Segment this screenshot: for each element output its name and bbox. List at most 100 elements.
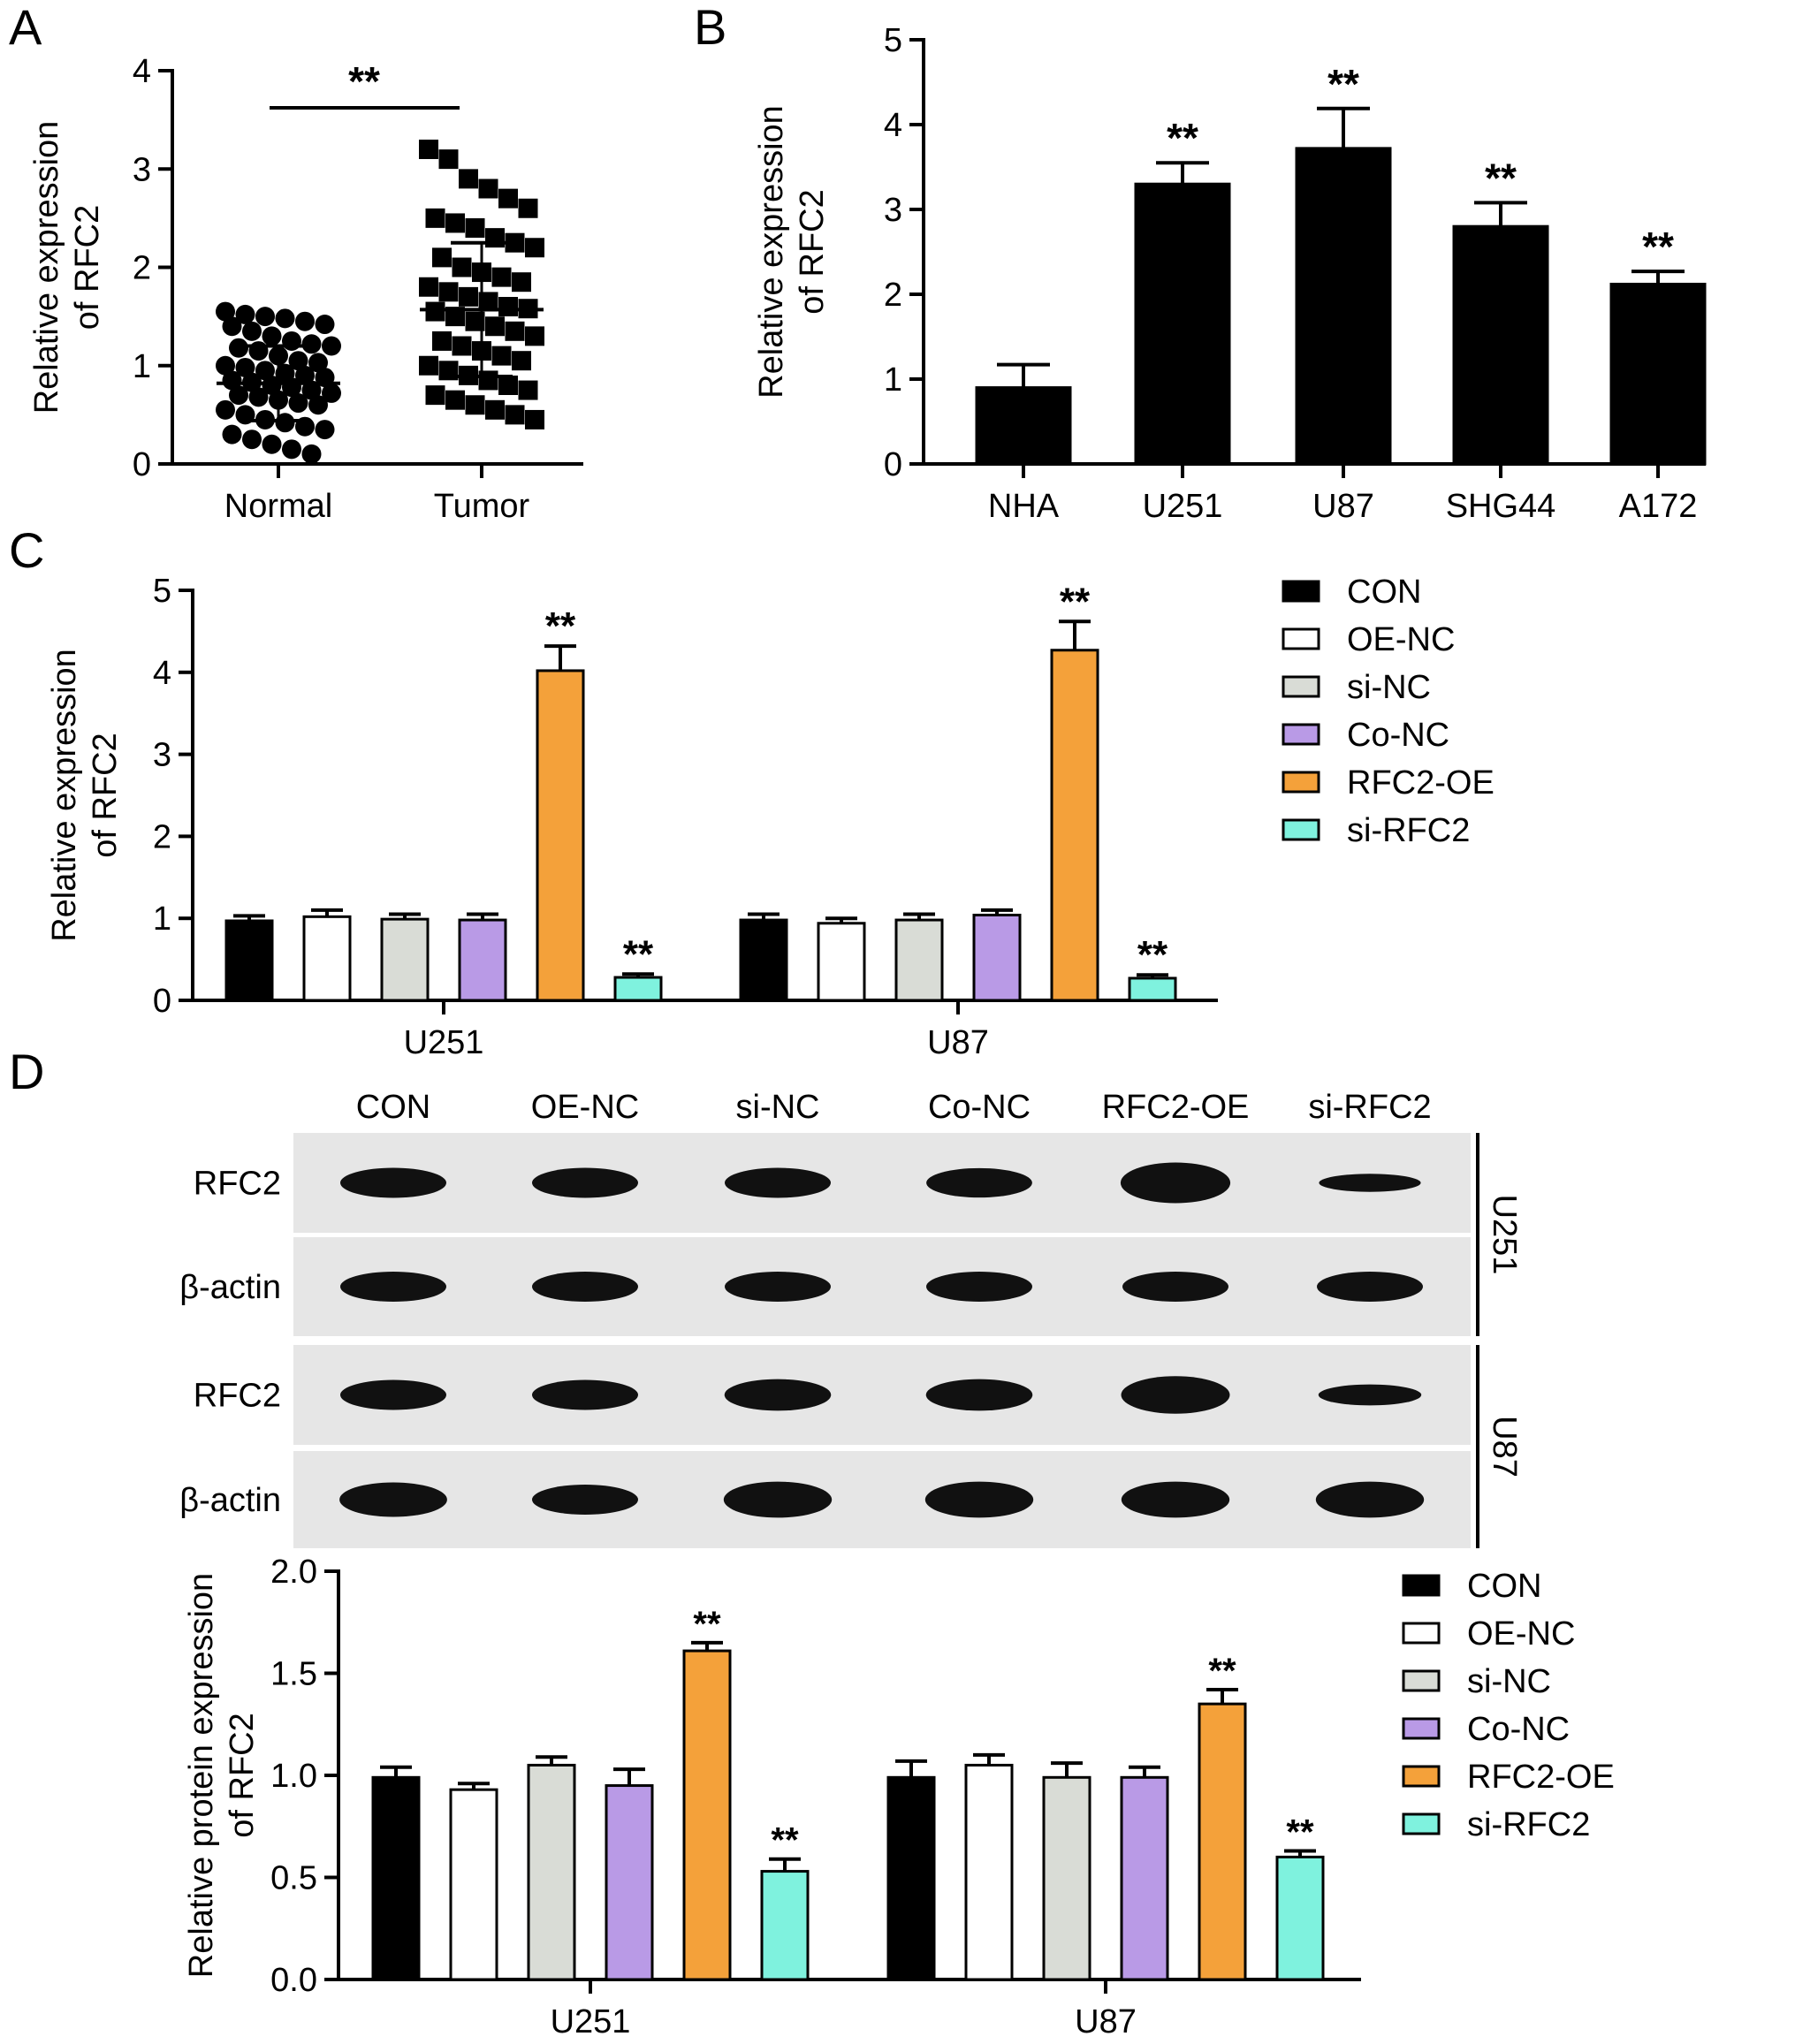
y-tick-label: 0 xyxy=(153,983,171,1020)
y-tick-label: 2.0 xyxy=(270,1554,317,1591)
data-point xyxy=(478,292,498,312)
y-axis-label: Relative expression xyxy=(753,105,790,399)
blot-band xyxy=(925,1379,1033,1411)
data-point xyxy=(222,370,242,391)
data-point xyxy=(282,439,301,460)
y-tick-label: 5 xyxy=(153,573,171,610)
legend-swatch-Co-NC xyxy=(1402,1717,1441,1740)
data-point xyxy=(308,353,328,373)
data-point xyxy=(216,301,235,322)
data-point xyxy=(295,365,315,385)
panel-label-c: C xyxy=(9,522,44,578)
blot-strip xyxy=(293,1237,1471,1336)
y-tick-label: 2 xyxy=(153,818,171,855)
blot-band xyxy=(340,1379,446,1410)
significance-label: ** xyxy=(1137,933,1168,976)
data-point xyxy=(465,395,485,415)
y-axis-label: of RFC2 xyxy=(87,733,124,857)
x-tick-label: Normal xyxy=(224,488,332,525)
data-point xyxy=(255,307,275,327)
data-point xyxy=(242,429,262,450)
legend-label: Co-NC xyxy=(1347,717,1449,754)
y-tick-label: 0.0 xyxy=(270,1962,317,1999)
blot-band xyxy=(339,1482,447,1517)
data-point xyxy=(288,393,308,414)
legend-label: CON xyxy=(1347,574,1421,611)
blot-band xyxy=(340,1272,446,1302)
data-point xyxy=(452,336,472,356)
lane-label: Co-NC xyxy=(928,1089,1031,1126)
y-tick-label: 0 xyxy=(133,446,151,483)
legend-swatch-RFC2-OE xyxy=(1282,771,1320,794)
lane-label: RFC2-OE xyxy=(1102,1089,1250,1126)
blot-strip xyxy=(293,1451,1471,1548)
bar-U251-si-RFC2 xyxy=(613,976,663,1002)
bar-U251-Co-NC xyxy=(605,1784,654,1981)
y-axis-label: of RFC2 xyxy=(224,1713,261,1837)
data-point xyxy=(301,334,322,354)
legend-swatch-RFC2-OE xyxy=(1402,1765,1441,1788)
lane-label: si-NC xyxy=(736,1089,820,1126)
data-point xyxy=(498,188,518,209)
legend-label: OE-NC xyxy=(1467,1615,1575,1653)
data-point xyxy=(419,140,438,159)
data-point xyxy=(242,321,262,341)
cell-line-label: U251 xyxy=(1486,1195,1523,1275)
data-point xyxy=(491,346,512,366)
significance-label: ** xyxy=(348,58,380,104)
data-point xyxy=(295,311,315,331)
significance-label: ** xyxy=(1327,61,1359,107)
bar-U87 xyxy=(1295,147,1392,466)
y-tick-label: 3 xyxy=(884,192,902,229)
data-point xyxy=(322,336,341,356)
bar-U251-RFC2-OE xyxy=(536,669,585,1002)
data-point xyxy=(505,405,525,425)
data-point xyxy=(425,208,445,228)
bar-U87-CON xyxy=(739,918,788,1002)
significance-label: ** xyxy=(1642,224,1674,270)
data-point xyxy=(322,383,341,403)
data-point xyxy=(438,149,459,170)
legend-label: si-NC xyxy=(1347,669,1431,706)
data-point xyxy=(301,444,322,464)
data-point xyxy=(275,308,295,329)
data-point xyxy=(315,315,335,335)
y-tick-label: 4 xyxy=(133,53,151,90)
data-point xyxy=(262,434,282,454)
lane-label: si-RFC2 xyxy=(1308,1089,1431,1126)
blot-band xyxy=(1121,1481,1230,1518)
x-tick-label: U87 xyxy=(1312,488,1374,525)
blot-band xyxy=(723,1481,833,1518)
y-tick-label: 3 xyxy=(153,737,171,774)
blot-band xyxy=(1317,1272,1423,1302)
bar-SHG44 xyxy=(1452,224,1549,466)
legend-label: RFC2-OE xyxy=(1347,764,1495,802)
significance-label: ** xyxy=(1286,1812,1314,1851)
data-point xyxy=(465,311,485,331)
data-point xyxy=(216,399,235,420)
x-tick-label: U251 xyxy=(1143,488,1223,525)
legend-swatch-Co-NC xyxy=(1282,723,1320,746)
western-blot: D CON OE-NC si-NC Co-NC RFC2-OE si-RFC2 RFC2 β-a… xyxy=(9,1044,1523,1548)
bar-U87-Co-NC xyxy=(1120,1775,1169,1981)
panel-label-a: A xyxy=(9,0,42,55)
data-point xyxy=(308,395,328,415)
data-point xyxy=(438,282,459,302)
x-tick-label: U251 xyxy=(404,1024,484,1061)
y-tick-label: 1.0 xyxy=(270,1758,317,1795)
blot-band xyxy=(340,1167,446,1198)
data-point xyxy=(301,380,322,400)
legend-label: si-NC xyxy=(1467,1663,1551,1700)
data-point xyxy=(229,385,248,406)
bar-U87-OE-NC xyxy=(964,1763,1014,1981)
blot-band xyxy=(1121,1376,1230,1414)
y-axis-label: of RFC2 xyxy=(69,205,106,330)
y-tick-label: 3 xyxy=(133,151,151,188)
y-tick-label: 4 xyxy=(884,107,902,144)
data-point xyxy=(229,338,248,358)
bar-A172 xyxy=(1609,282,1707,466)
legend-label: si-RFC2 xyxy=(1467,1806,1590,1843)
data-point xyxy=(235,304,255,324)
y-axis-label: of RFC2 xyxy=(794,189,831,314)
x-tick-label: A172 xyxy=(1619,488,1698,525)
